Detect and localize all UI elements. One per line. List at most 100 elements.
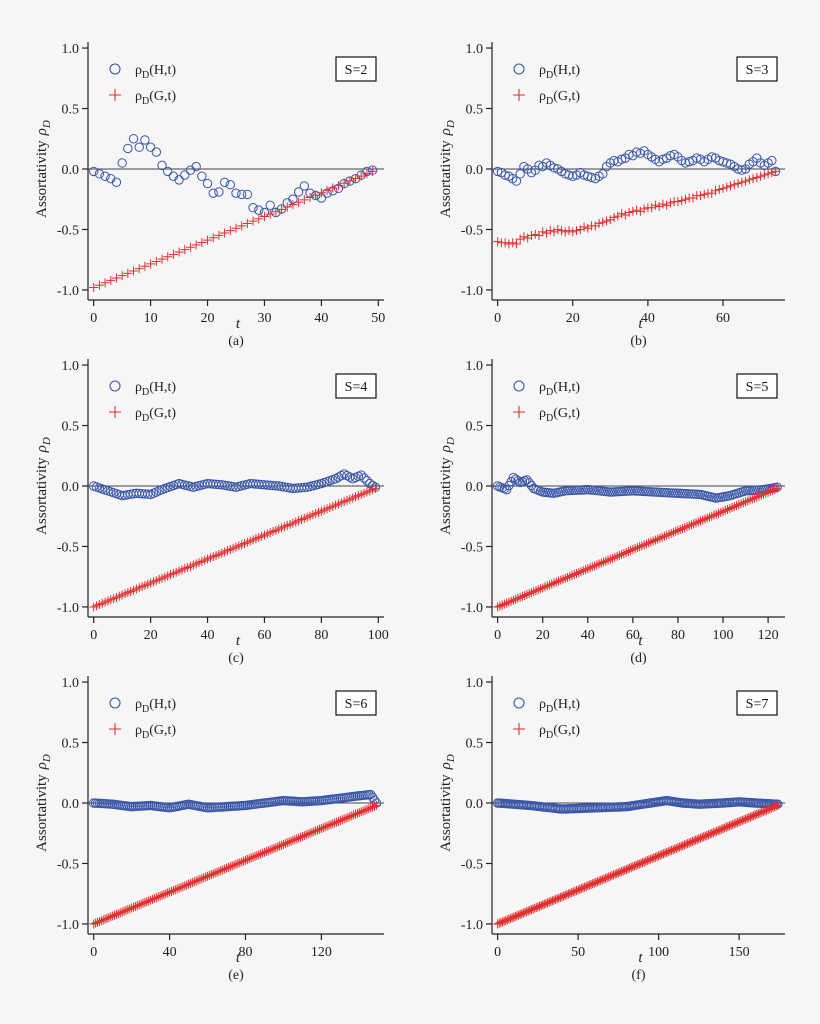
data-point-g xyxy=(134,900,144,910)
data-point-g xyxy=(297,831,307,841)
x-tick-label: 40 xyxy=(201,628,215,643)
legend-marker-plus xyxy=(513,406,525,418)
data-point-g xyxy=(294,833,304,843)
data-point-g xyxy=(707,188,717,198)
data-point-g xyxy=(768,485,778,495)
data-point-g xyxy=(314,824,324,834)
y-axis-label: Assortativity ρD xyxy=(34,754,53,852)
data-point-g xyxy=(303,829,313,839)
series-rho-d-h xyxy=(88,789,382,813)
data-point-g xyxy=(313,825,323,835)
data-point-g xyxy=(191,240,201,250)
data-point-g xyxy=(197,238,207,248)
data-point-g xyxy=(98,915,108,925)
y-tick-label: 0.5 xyxy=(466,420,484,435)
data-point-h xyxy=(707,152,717,162)
data-point-g xyxy=(624,208,634,218)
data-point-g xyxy=(535,584,545,594)
data-point-g xyxy=(773,800,783,810)
x-tick-label: 100 xyxy=(713,628,734,643)
data-point-h xyxy=(225,180,236,190)
legend-entry-subscript: D xyxy=(546,70,553,81)
legend-entry-symbol: ρ xyxy=(539,89,546,104)
data-point-g xyxy=(352,808,362,818)
y-axis-label: Assortativity ρD xyxy=(34,120,53,218)
data-point-g xyxy=(197,874,207,884)
y-tick-label: 0.0 xyxy=(62,163,80,178)
data-point-g xyxy=(290,835,300,845)
data-point-g xyxy=(569,569,579,579)
legend-marker-circle xyxy=(513,63,525,75)
data-point-g xyxy=(594,559,604,569)
data-point-g xyxy=(89,283,99,293)
data-point-h xyxy=(293,187,304,197)
data-point-g xyxy=(765,486,775,496)
data-point-g xyxy=(168,249,178,259)
data-point-g xyxy=(752,172,762,182)
data-point-g xyxy=(711,186,721,196)
y-axis-label: Assortativity ρD xyxy=(438,120,457,218)
y-tick-label: -1.0 xyxy=(461,284,483,299)
y-tick-label: 1.0 xyxy=(466,359,484,374)
data-point-h xyxy=(236,189,247,200)
legend-entry-subscript: D xyxy=(142,70,149,81)
data-point-g xyxy=(560,227,570,237)
data-point-h xyxy=(500,170,510,180)
data-point-g xyxy=(163,252,173,262)
data-point-g xyxy=(641,539,651,549)
legend-entry-symbol: ρ xyxy=(135,380,142,395)
data-point-g xyxy=(146,259,156,269)
data-point-g xyxy=(610,552,620,562)
data-point-g xyxy=(497,600,507,610)
annotation-box xyxy=(335,690,377,716)
data-point-g xyxy=(208,869,218,879)
series-rho-d-g xyxy=(89,166,378,293)
data-point-h xyxy=(208,188,218,198)
data-point-g xyxy=(256,849,266,859)
data-point-g xyxy=(743,496,753,506)
data-point-g xyxy=(716,507,726,517)
data-point-g xyxy=(614,550,624,560)
x-tick-label: 50 xyxy=(571,945,585,960)
x-tick-label: 50 xyxy=(371,311,385,326)
data-point-g xyxy=(686,520,696,530)
data-point-g xyxy=(151,256,161,266)
x-tick-label: 0 xyxy=(90,311,97,326)
data-point-g xyxy=(756,490,766,500)
x-tick-label: 60 xyxy=(257,628,271,643)
data-point-g xyxy=(208,233,218,243)
data-point-g xyxy=(174,247,184,257)
data-point-g xyxy=(146,895,156,905)
legend-entry-subscript: D xyxy=(142,387,149,398)
data-point-g xyxy=(623,547,633,557)
data-point-g xyxy=(572,568,582,578)
data-point-g xyxy=(127,903,137,913)
data-point-g xyxy=(529,587,539,597)
data-point-g xyxy=(639,540,649,550)
data-point-g xyxy=(617,209,627,219)
data-point-g xyxy=(269,843,279,853)
data-point-g xyxy=(254,850,264,860)
data-point-g xyxy=(515,592,525,602)
data-point-h xyxy=(524,478,534,488)
data-point-g xyxy=(193,875,203,885)
data-point-g xyxy=(556,226,566,236)
y-tick-label: 0.5 xyxy=(62,737,80,752)
data-point-g xyxy=(585,563,595,573)
annotation-label: S=6 xyxy=(345,697,368,712)
data-point-g xyxy=(646,537,656,547)
annotation-box xyxy=(736,690,778,716)
data-point-g xyxy=(609,212,619,222)
data-point-g xyxy=(620,210,630,220)
data-point-g xyxy=(675,525,685,535)
data-point-g xyxy=(227,861,237,871)
data-point-g xyxy=(771,801,781,811)
data-point-g xyxy=(714,508,724,518)
data-point-h xyxy=(356,470,366,480)
data-point-g xyxy=(216,866,226,876)
y-tick-label: 1.0 xyxy=(62,42,80,57)
data-point-h xyxy=(722,158,732,168)
legend: ρD(H,t)ρD(G,t) xyxy=(513,63,580,107)
data-point-g xyxy=(106,912,116,922)
annotation-label: S=3 xyxy=(746,63,769,78)
